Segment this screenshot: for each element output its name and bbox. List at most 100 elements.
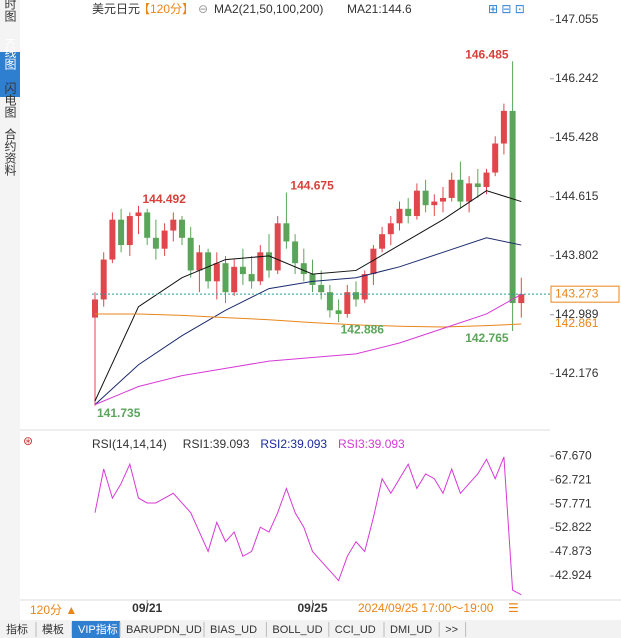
candle-body — [370, 248, 377, 275]
legend-entry: RSI3:39.093 — [338, 437, 405, 451]
tab[interactable]: CCI_UD — [335, 624, 376, 636]
y-tick-label: 52.822 — [555, 520, 592, 534]
candle-body — [326, 292, 333, 311]
candle-body — [518, 294, 525, 304]
candle-body — [135, 212, 142, 217]
tab[interactable]: 指标 — [6, 622, 28, 636]
sidebar-tab[interactable]: 合约资料 — [3, 127, 17, 176]
ma-line — [94, 293, 522, 406]
tab[interactable]: 模板 — [42, 622, 64, 636]
candle-body — [466, 183, 473, 202]
price-label-box — [550, 285, 620, 303]
high-label: 144.492 — [143, 192, 187, 206]
candle-body — [144, 212, 151, 238]
candle-body — [222, 263, 229, 293]
rsi-line — [94, 456, 522, 596]
y-tick-label: 143.802 — [555, 248, 599, 262]
candle-body — [187, 237, 194, 271]
y-tick-label: 147.055 — [555, 12, 599, 26]
tab[interactable]: BIAS_UD — [210, 624, 257, 636]
candle-body — [170, 219, 177, 231]
candle-body — [161, 230, 168, 249]
legend-entry: RSI1:39.093 — [183, 437, 250, 451]
candle-body — [405, 208, 412, 217]
candle-body — [413, 190, 420, 217]
sidebar-tab[interactable]: 分时图 — [3, 0, 17, 22]
candle-body — [492, 143, 499, 173]
ma-line — [95, 313, 522, 328]
symbol: 美元日元 — [92, 2, 140, 16]
candle-body — [196, 252, 203, 271]
settings-icon[interactable]: ⊖ — [198, 2, 208, 16]
candle-body — [448, 179, 455, 198]
high-label: 144.675 — [290, 179, 334, 193]
candle-body — [500, 110, 507, 144]
high-label: 146.485 — [465, 47, 509, 61]
low-label: 142.886 — [341, 322, 385, 336]
rsi-icon[interactable]: ⊛ — [23, 434, 33, 448]
tab[interactable]: >> — [445, 624, 458, 636]
candle-body — [239, 266, 246, 275]
candle-body — [257, 252, 264, 282]
y-tick-label: 62.721 — [555, 472, 592, 486]
candle-body — [213, 263, 220, 282]
active-tab-bg — [0, 52, 20, 97]
x-tick-label: 09/21 — [132, 601, 162, 615]
candle-body — [457, 179, 464, 202]
y-tick-label: 42.924 — [555, 568, 592, 582]
candle-body — [440, 197, 446, 202]
price-label: 143.273 — [555, 286, 599, 300]
candle-body — [431, 201, 438, 206]
candle-body — [318, 284, 325, 293]
active-tab-bg — [72, 621, 120, 638]
candle-body — [248, 274, 255, 282]
y-tick-label: 67.670 — [555, 448, 592, 462]
candle-body — [344, 292, 351, 314]
tab[interactable]: BARUPDN_UD — [126, 624, 202, 636]
candle-body — [361, 274, 368, 300]
candle-body — [118, 219, 125, 246]
ma-label: MA2(21,50,100,200) — [214, 2, 323, 16]
candle-body — [126, 216, 133, 246]
candle-body — [152, 237, 159, 249]
y-tick-label: 145.428 — [555, 130, 599, 144]
candle-body — [483, 172, 490, 188]
legend-entry: RSI(14,14,14) — [92, 437, 167, 451]
candle-body — [474, 183, 481, 188]
tab[interactable]: VIP指标 — [78, 622, 118, 636]
sidebar — [0, 0, 20, 620]
x-tick-label: 09/25 — [297, 601, 327, 615]
time-range: 2024/09/25 17:00～19:00 — [358, 601, 494, 615]
candle-body — [92, 299, 98, 318]
candle-body — [283, 223, 290, 242]
candle-body — [422, 190, 429, 206]
toolbar-icons[interactable]: ⊞ ⊟ ⊡ — [488, 2, 525, 16]
y-tick-label: 142.176 — [555, 366, 599, 380]
price-label: 142.861 — [555, 316, 599, 330]
candle-body — [396, 208, 403, 224]
candle-body — [335, 310, 342, 314]
candle-body — [274, 223, 281, 271]
candle-body — [109, 219, 116, 260]
candle-body — [387, 223, 394, 235]
ma-line — [94, 237, 522, 405]
ma-line — [94, 190, 522, 402]
y-tick-label: 146.242 — [555, 71, 599, 85]
candle-body — [353, 292, 359, 300]
candle-body — [509, 110, 516, 304]
sidebar-tab[interactable]: 闪电图 — [3, 82, 17, 118]
candle-body — [266, 252, 272, 271]
tab[interactable]: DMI_UD — [390, 624, 432, 636]
y-tick-label: 47.873 — [555, 544, 592, 558]
low-label: 141.735 — [97, 406, 141, 420]
candle-body — [100, 259, 107, 300]
menu-icon[interactable]: ☰ — [508, 601, 519, 615]
y-tick-label: 57.771 — [555, 496, 592, 510]
sidebar-tab[interactable]: K线图 — [3, 38, 17, 70]
legend-entry: RSI2:39.093 — [260, 437, 327, 451]
tab[interactable]: BOLL_UD — [272, 624, 322, 636]
candle-body — [300, 263, 307, 275]
period-button[interactable]: 120分 ▲ — [30, 603, 77, 617]
